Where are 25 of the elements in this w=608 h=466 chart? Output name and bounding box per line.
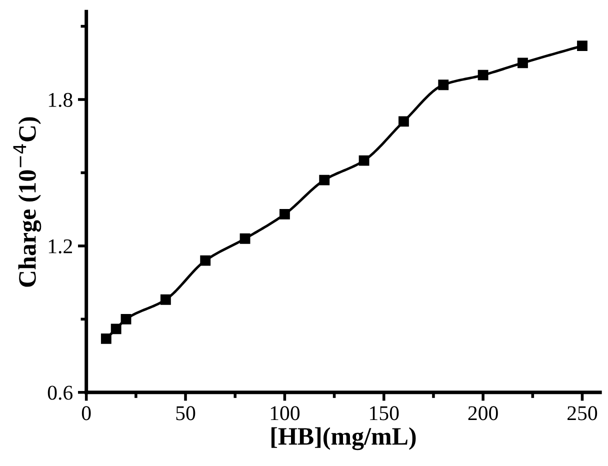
y-axis-title: Charge (10$^{−4}$C) — [13, 117, 42, 287]
point — [577, 40, 588, 52]
point — [100, 333, 112, 344]
x-tick-label: 50 — [176, 406, 196, 420]
x-tick-label: 200 — [468, 406, 498, 420]
point — [478, 70, 488, 80]
y-tick-label: 0.6 — [48, 386, 73, 400]
x-tick-label: 100 — [270, 406, 300, 420]
x-tick-label: 0 — [82, 406, 91, 420]
point — [120, 314, 132, 324]
point — [319, 174, 330, 186]
y-tick-label: 1.2 — [48, 239, 72, 254]
point — [160, 294, 171, 305]
point — [438, 80, 449, 90]
point — [358, 155, 370, 166]
x-tick-label: 250 — [568, 406, 598, 420]
point — [518, 58, 528, 68]
x-tick-label: 150 — [370, 406, 399, 420]
y-tick-label: 1.8 — [48, 92, 72, 108]
point — [398, 116, 409, 127]
x-axis-title: [HB](mg/mL) — [271, 427, 416, 450]
point — [110, 324, 122, 334]
point — [200, 255, 211, 266]
point — [240, 233, 250, 244]
point — [279, 209, 290, 220]
